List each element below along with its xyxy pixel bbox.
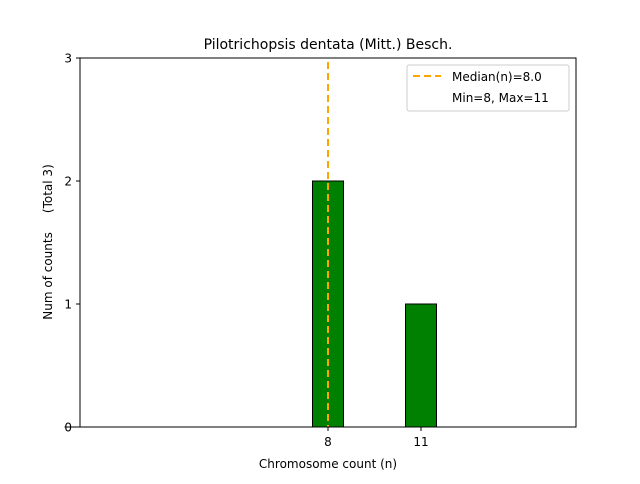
y-tick-label: 2 [64,175,72,189]
chart-title: Pilotrichopsis dentata (Mitt.) Besch. [204,37,453,53]
y-axis-label: Num of counts (Total 3) [41,164,55,319]
bar-11 [405,303,437,428]
plot-area [64,62,530,428]
legend-median-label: Median(n)=8.0 [452,70,542,84]
y-tick-label: 1 [64,298,72,312]
legend-box [406,64,570,112]
x-tick-label: 11 [413,435,428,449]
legend: Median(n)=8.0 Min=8, Max=11 [406,64,570,112]
x-tick-label: 8 [324,435,332,449]
legend-minmax-label: Min=8, Max=11 [452,91,549,105]
y-tick-label: 3 [64,52,72,66]
y-tick-label: 0 [64,421,72,435]
x-axis-label: Chromosome count (n) [259,457,397,471]
